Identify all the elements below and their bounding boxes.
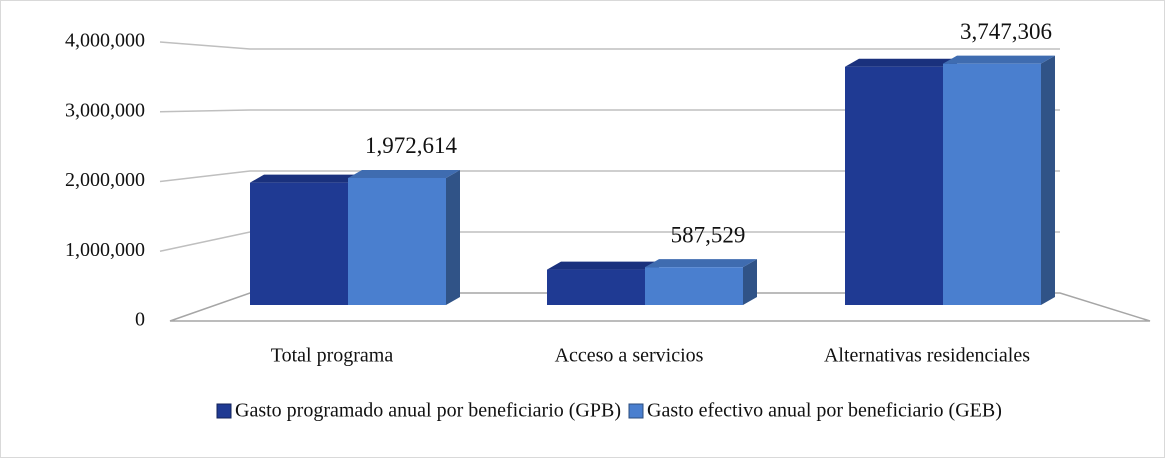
bar-front xyxy=(645,267,743,305)
bar-side xyxy=(743,259,757,305)
y-tick-label: 1,000,000 xyxy=(65,239,145,261)
bar-front xyxy=(348,177,446,305)
legend-swatch xyxy=(216,403,232,419)
bar-top xyxy=(845,58,957,67)
bar-top xyxy=(250,174,362,183)
bar-side xyxy=(446,169,460,305)
bar-top xyxy=(645,259,757,268)
y-tick-label: 3,000,000 xyxy=(65,99,145,121)
bar-top xyxy=(348,169,460,178)
data-label: 3,747,306 xyxy=(960,19,1052,44)
x-tick-label: Total programa xyxy=(271,345,394,367)
bar xyxy=(845,58,957,305)
data-label: 587,529 xyxy=(671,222,746,247)
bar xyxy=(348,169,460,305)
y-tick-label: 2,000,000 xyxy=(65,169,145,191)
bar-top xyxy=(943,55,1055,64)
x-tick-label: Acceso a servicios xyxy=(555,345,704,367)
bar-side xyxy=(1041,55,1055,305)
legend-label: Gasto programado anual por beneficiario … xyxy=(235,400,621,422)
legend-swatch xyxy=(628,403,644,419)
bar xyxy=(645,259,757,305)
bar-top xyxy=(547,261,659,270)
legend-label: Gasto efectivo anual por beneficiario (G… xyxy=(647,400,1002,422)
floor xyxy=(169,292,1151,322)
bar-front xyxy=(250,182,348,305)
grid-line xyxy=(159,109,1060,113)
bar-front xyxy=(547,269,645,305)
bar xyxy=(250,174,362,305)
data-label: 1,972,614 xyxy=(365,133,458,158)
bar-front xyxy=(845,66,943,305)
y-tick-label: 0 xyxy=(135,309,145,331)
grid-line xyxy=(159,170,1060,183)
bar xyxy=(943,55,1055,305)
bar-front xyxy=(943,63,1041,305)
y-tick-label: 4,000,000 xyxy=(65,30,145,52)
grid-line xyxy=(159,41,1060,50)
bar xyxy=(547,261,659,305)
x-tick-label: Alternativas residenciales xyxy=(824,345,1030,367)
